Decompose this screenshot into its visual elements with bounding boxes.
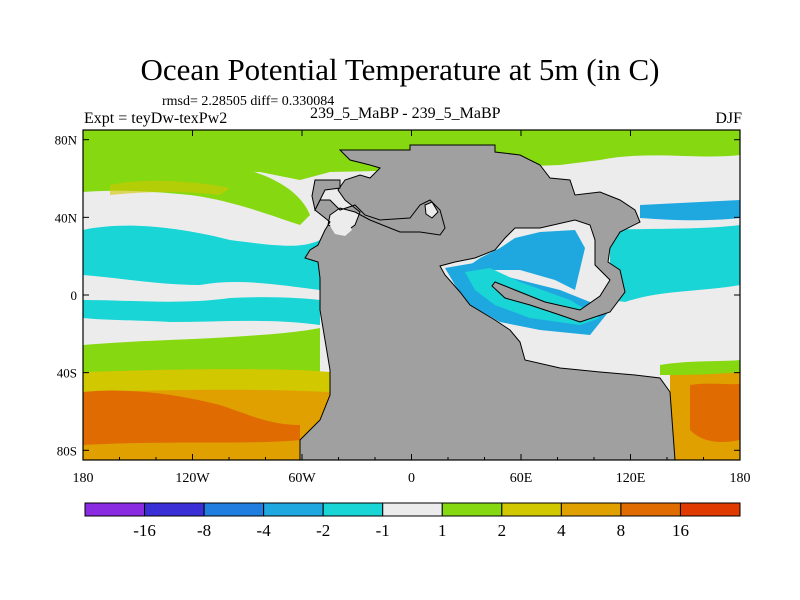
- y-tick-label: 80S: [57, 443, 77, 458]
- x-tick-label: 60E: [510, 471, 533, 486]
- field-cyan-band-west-lower: [83, 297, 320, 325]
- colorbar-swatch: [322, 502, 384, 517]
- colorbar-swatch: [560, 502, 622, 517]
- center-label: 239_5_MaBP - 239_5_MaBP: [310, 105, 501, 122]
- field-white-inlet: [330, 218, 352, 236]
- y-tick-label: 80N: [55, 133, 78, 148]
- field-green-strip-se: [660, 360, 740, 375]
- x-tick-label: 180: [730, 471, 751, 486]
- colorbar-swatch: [501, 502, 562, 517]
- field-green-band-south: [83, 328, 320, 380]
- colorbar-swatch: [203, 502, 265, 517]
- colorbar-label: 1: [438, 521, 447, 540]
- field-green-band-north-lower: [83, 162, 310, 225]
- x-tick-label: 120E: [616, 471, 646, 486]
- x-tick-label: 0: [408, 471, 415, 486]
- field-yellow-streak-north: [110, 180, 230, 195]
- y-tick-label: 40S: [57, 366, 77, 381]
- colorbar-label: 8: [617, 521, 626, 540]
- colorbar-swatch: [679, 502, 741, 517]
- x-tick-label: 180: [73, 471, 94, 486]
- landmass: [299, 144, 676, 460]
- colorbar-label: -4: [257, 521, 272, 540]
- landmass-island-nw: [311, 179, 341, 212]
- colorbar-label: -2: [316, 521, 330, 540]
- colorbar-swatch: [441, 502, 503, 517]
- y-tick-label: 0: [71, 288, 78, 303]
- ocean-inlet-north: [424, 201, 439, 219]
- colorbar-label: -1: [376, 521, 390, 540]
- field-blue-patch-northeast: [640, 200, 740, 221]
- plot-area: 180 120W 60W 0 60E 120E 180 80N 40N 0 40S 80S: [55, 129, 751, 486]
- chart-title: Ocean Potential Temperature at 5m (in C): [140, 52, 660, 87]
- colorbar-swatch: [620, 502, 681, 517]
- field-cyan-band-east: [610, 225, 740, 302]
- field-dark-orange-patch-se: [690, 383, 740, 442]
- colorbar-label: 4: [557, 521, 566, 540]
- field-white-tethys-south: [520, 330, 640, 368]
- colorbar-label: -8: [197, 521, 211, 540]
- rmsd-diff-label: rmsd= 2.28505 diff= 0.330084: [162, 94, 335, 109]
- temperature-field: [83, 130, 740, 460]
- colorbar-label: 2: [498, 521, 507, 540]
- field-blue-tethys: [470, 230, 585, 290]
- colorbar-swatch: [382, 502, 443, 517]
- colorbar: -16 -8 -4 -2 -1 1 2 4 8 16: [84, 502, 741, 540]
- field-yellow-band-south: [83, 369, 330, 395]
- axis-ticks: 180 120W 60W 0 60E 120E 180 80N 40N 0 40S 80S: [55, 130, 751, 486]
- colorbar-swatch: [144, 502, 205, 517]
- colorbar-swatch: [84, 502, 146, 517]
- y-tick-label: 40N: [55, 210, 78, 225]
- colorbar-swatch: [263, 502, 324, 517]
- experiment-label: Expt = teyDw-texPw2: [84, 110, 228, 127]
- colorbar-label: 16: [672, 521, 689, 540]
- colorbar-label: -16: [133, 521, 156, 540]
- x-tick-label: 120W: [175, 471, 210, 486]
- season-label: DJF: [715, 110, 742, 127]
- field-dark-orange-patch-sw: [83, 390, 300, 445]
- x-tick-label: 60W: [288, 471, 316, 486]
- field-cyan-band-west: [83, 225, 320, 290]
